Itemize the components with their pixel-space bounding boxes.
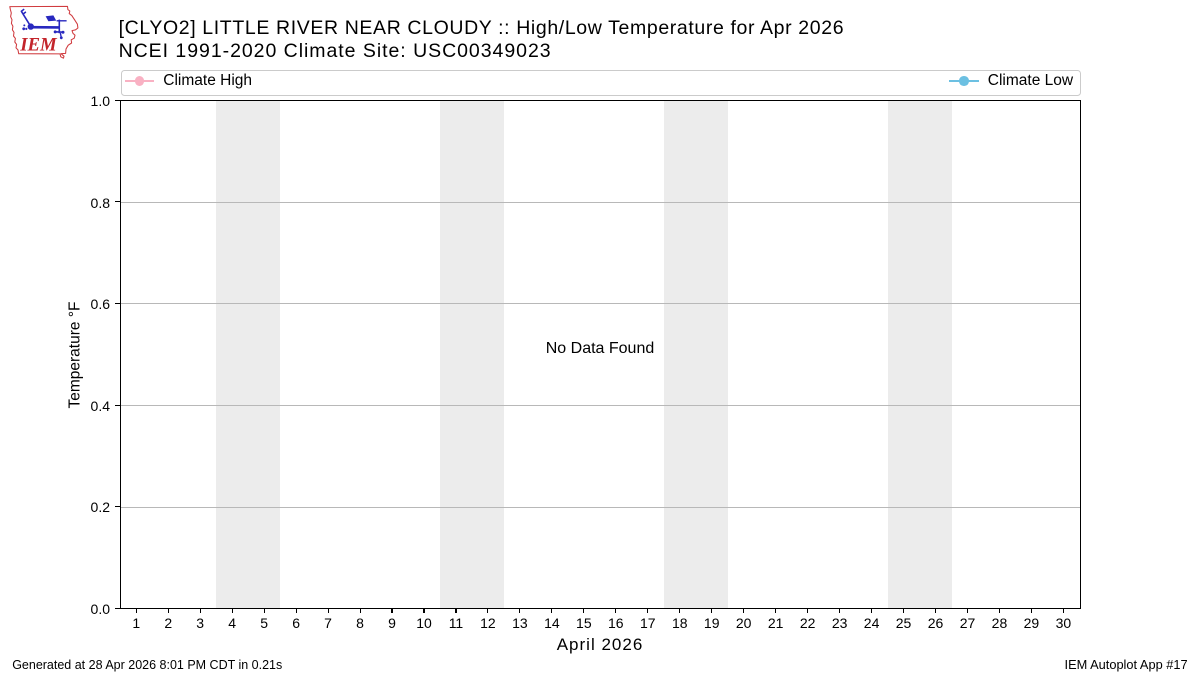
svg-text:IEM: IEM xyxy=(19,35,58,56)
